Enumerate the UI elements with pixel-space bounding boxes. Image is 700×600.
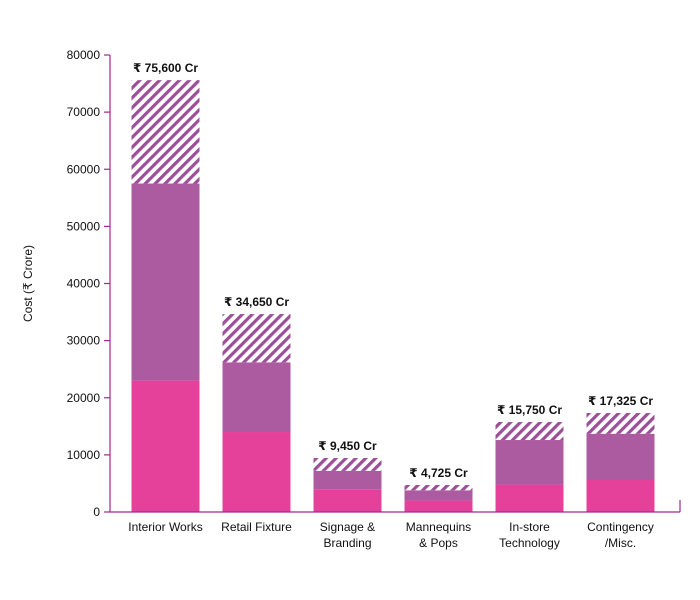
total-label-1: ₹ 34,650 Cr bbox=[224, 295, 289, 309]
y-tick-label-2: 20000 bbox=[67, 391, 101, 405]
total-label-2: ₹ 9,450 Cr bbox=[318, 439, 377, 453]
y-tick-label-3: 30000 bbox=[67, 334, 101, 348]
y-tick-label-5: 50000 bbox=[67, 219, 101, 233]
category-label-3-0: Mannequins bbox=[406, 520, 471, 534]
category-label-5-0: Contingency bbox=[587, 520, 654, 534]
bar-segment-4-1 bbox=[495, 440, 564, 485]
labels-group: ₹ 75,600 Cr Interior Works ₹ 34,650 Cr Reta… bbox=[21, 48, 654, 550]
bar-segment-5-1 bbox=[586, 433, 655, 481]
bar-segment-1-1 bbox=[222, 362, 291, 433]
bar-segment-2-2 bbox=[313, 458, 382, 471]
y-tick-label-6: 60000 bbox=[67, 162, 101, 176]
category-label-4-1: Technology bbox=[499, 536, 560, 550]
bar-segment-2-0 bbox=[313, 489, 382, 512]
y-tick-label-8: 80000 bbox=[67, 48, 101, 62]
category-label-1-0: Retail Fixture bbox=[221, 520, 292, 534]
bar-segment-4-0 bbox=[495, 484, 564, 512]
y-tick-label-0: 0 bbox=[93, 505, 100, 519]
bar-segment-1-2 bbox=[222, 314, 291, 363]
bar-segment-0-0 bbox=[131, 380, 200, 512]
category-label-0-0: Interior Works bbox=[128, 520, 202, 534]
axes-group bbox=[104, 54, 681, 513]
bar-segment-2-1 bbox=[313, 470, 382, 490]
bar-segment-0-2 bbox=[131, 80, 200, 184]
total-label-4: ₹ 15,750 Cr bbox=[497, 403, 562, 417]
bar-segment-5-0 bbox=[586, 480, 655, 512]
total-label-5: ₹ 17,325 Cr bbox=[588, 394, 653, 408]
y-tick-label-1: 10000 bbox=[67, 448, 101, 462]
bars-group bbox=[131, 80, 655, 512]
y-tick-label-4: 40000 bbox=[67, 277, 101, 291]
total-label-0: ₹ 75,600 Cr bbox=[133, 61, 198, 75]
bar-segment-4-2 bbox=[495, 422, 564, 441]
bar-segment-3-0 bbox=[404, 500, 473, 512]
category-label-4-0: In-store bbox=[509, 520, 550, 534]
y-tick-label-7: 70000 bbox=[67, 105, 101, 119]
bar-segment-5-2 bbox=[586, 413, 655, 434]
bar-segment-3-2 bbox=[404, 485, 473, 491]
category-label-5-1: /Misc. bbox=[605, 536, 636, 550]
category-label-2-1: Branding bbox=[323, 536, 371, 550]
total-label-3: ₹ 4,725 Cr bbox=[409, 466, 468, 480]
bar-segment-3-1 bbox=[404, 490, 473, 501]
y-axis-label: Cost (₹ Crore) bbox=[21, 245, 35, 322]
category-label-2-0: Signage & bbox=[320, 520, 375, 534]
bar-segment-1-0 bbox=[222, 432, 291, 512]
category-label-3-1: & Pops bbox=[419, 536, 458, 550]
bar-segment-0-1 bbox=[131, 183, 200, 381]
